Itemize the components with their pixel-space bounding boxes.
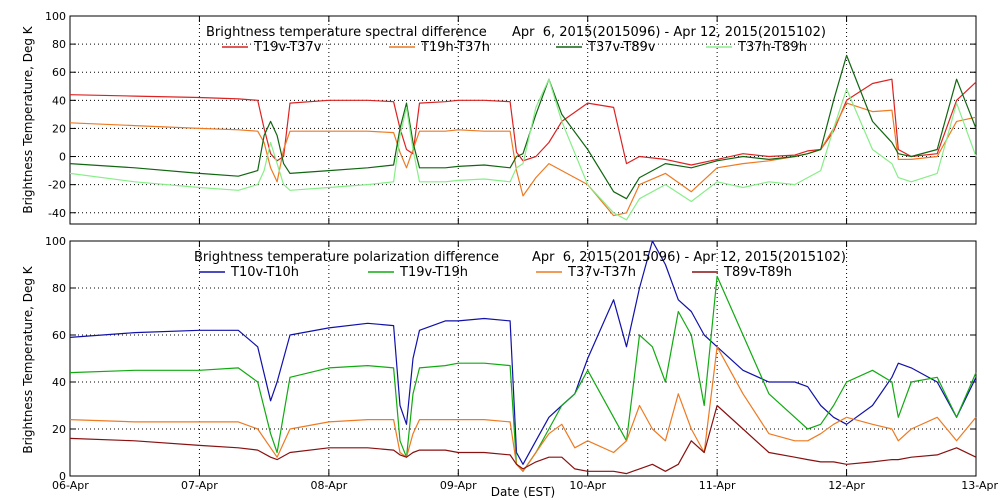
legend-label: T10v-T10h xyxy=(230,265,299,280)
y-tick-label: -40 xyxy=(48,207,66,220)
spectral-grid xyxy=(70,16,976,224)
spectral-legend: T19v-T37v T19h-T37h T37v-T89v T37h-T89h xyxy=(222,40,807,55)
x-tick-label: 10-Apr xyxy=(569,479,606,492)
series-line-t19h-t37h xyxy=(69,102,977,217)
legend-label: T37v-T37h xyxy=(567,265,636,280)
polarization-series-group xyxy=(69,240,977,475)
legend-label: T19v-T37v xyxy=(253,40,322,55)
y-tick-label: -20 xyxy=(48,179,66,192)
x-tick-label: 07-Apr xyxy=(181,479,218,492)
polarization-plot-frame xyxy=(69,240,977,477)
spectral-y-axis: -40 -20 0 20 40 60 80 100 xyxy=(45,10,976,220)
series-line-t10v-t10h xyxy=(69,240,977,465)
polarization-grid xyxy=(70,241,976,476)
x-tick-label: 09-Apr xyxy=(440,479,477,492)
spectral-title: Brightness temperature spectral differen… xyxy=(206,25,487,40)
x-tick-label: 13-Apr xyxy=(961,479,998,492)
x-tick-label: 06-Apr xyxy=(52,479,89,492)
spectral-ylabel: Brightness Temperature, Deg K xyxy=(21,25,35,213)
y-tick-label: 60 xyxy=(52,66,66,79)
polarization-title: Brightness temperature polarization diff… xyxy=(194,250,499,265)
spectral-x-ticks xyxy=(69,16,977,224)
y-tick-label: 80 xyxy=(52,38,66,51)
legend-label: T19h-T37h xyxy=(420,40,490,55)
y-tick-label: 100 xyxy=(45,10,66,23)
y-tick-label: 100 xyxy=(45,235,66,248)
y-tick-label: 40 xyxy=(52,376,66,389)
x-tick-label: 08-Apr xyxy=(310,479,347,492)
x-tick-label: 11-Apr xyxy=(699,479,736,492)
legend-label: T37v-T89v xyxy=(587,40,656,55)
series-line-t37h-t89h xyxy=(69,78,977,221)
spectral-difference-panel: -40 -20 0 20 40 60 80 100 Brightness temperatur… xyxy=(21,10,977,225)
spectral-plot-frame xyxy=(69,15,977,225)
y-tick-label: 0 xyxy=(59,151,66,164)
y-tick-label: 60 xyxy=(52,329,66,342)
y-tick-label: 20 xyxy=(52,423,66,436)
polarization-y-axis: 0 20 40 60 80 100 xyxy=(45,235,976,483)
polarization-ylabel: Brightness Temperature, Deg K xyxy=(21,265,35,453)
series-line-t37v-t37h xyxy=(69,346,977,472)
spectral-series-group xyxy=(69,54,977,221)
y-tick-label: 0 xyxy=(59,470,66,483)
legend-label: T89v-T89h xyxy=(723,265,792,280)
legend-label: T37h-T89h xyxy=(737,40,807,55)
polarization-x-axis: 06-Apr 07-Apr 08-Apr 09-Apr 10-Apr 11-Apr 12-A… xyxy=(52,241,998,492)
y-tick-label: 40 xyxy=(52,94,66,107)
series-line-t37v-t89v xyxy=(69,54,977,200)
x-axis-label: Date (EST) xyxy=(491,485,555,499)
spectral-date-range: Apr 6, 2015(2015096) - Apr 12, 2015(2015… xyxy=(512,25,826,40)
y-tick-label: 20 xyxy=(52,122,66,135)
polarization-legend: T10v-T10h T19v-T19h T37v-T37h T89v-T89h xyxy=(199,265,792,280)
legend-label: T19v-T19h xyxy=(399,265,468,280)
y-tick-label: 80 xyxy=(52,282,66,295)
series-line-t19v-t19h xyxy=(69,275,977,472)
polarization-date-range: Apr 6, 2015(2015096) - Apr 12, 2015(2015… xyxy=(532,250,846,265)
x-tick-label: 12-Apr xyxy=(828,479,865,492)
series-line-t89v-t89h xyxy=(69,404,977,475)
polarization-difference-panel: 0 20 40 60 80 100 06-Apr 07-Apr 08-Apr 09-Apr 10-… xyxy=(21,235,998,499)
